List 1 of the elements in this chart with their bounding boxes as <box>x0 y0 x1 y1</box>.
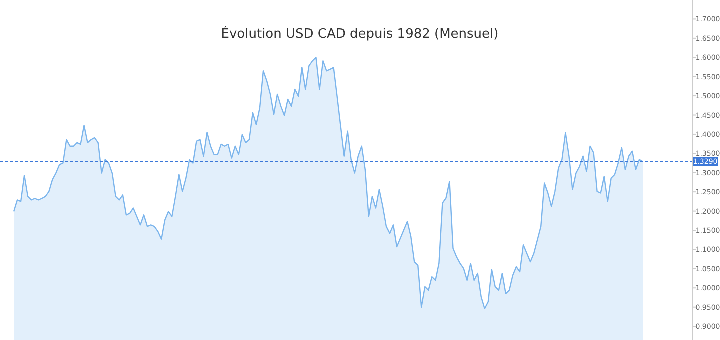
text: Évolution USD CAD depuis 1982 (Mensuel) <box>221 25 499 42</box>
